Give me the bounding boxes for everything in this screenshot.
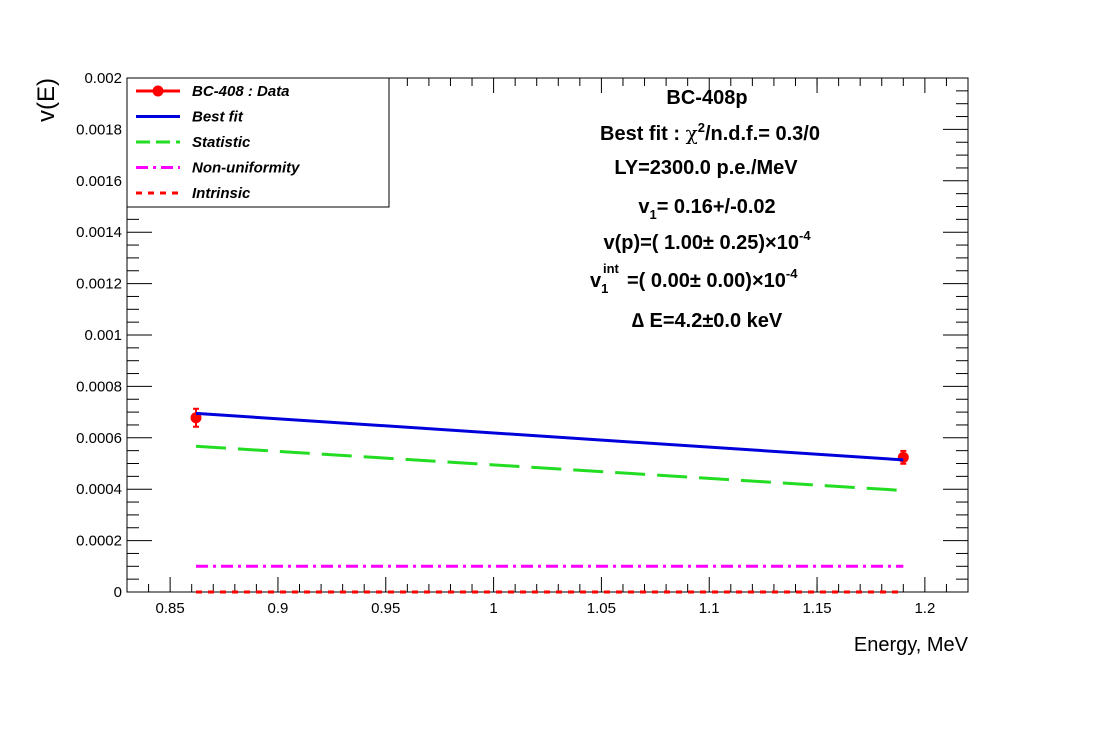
series-line-best-fit (195, 411, 904, 462)
data-point (897, 451, 909, 463)
x-tick-label: 1.2 (914, 600, 935, 617)
annotation-light-yield: LY=2300.0 p.e./MeV (614, 157, 798, 179)
y-tick-label: 0.0012 (76, 276, 122, 293)
legend-label: BC-408 : Data (192, 83, 290, 100)
legend-label: Best fit (192, 109, 244, 126)
legend-box (126, 77, 390, 208)
y-tick-label: 0.0018 (76, 121, 122, 138)
x-tick-label: 1.05 (587, 600, 616, 617)
y-tick-label: 0.0014 (76, 224, 122, 241)
annotation-v1int: v1int=( 0.00± 0.00)×10-4 (590, 261, 798, 296)
y-tick-label: 0.0006 (76, 430, 122, 447)
y-tick-label: 0.001 (84, 327, 122, 344)
x-tick-label: 0.9 (268, 600, 289, 617)
x-tick-label: 1 (489, 600, 497, 617)
x-tick-label: 0.95 (371, 600, 400, 617)
x-tick-label: 1.15 (802, 600, 831, 617)
y-tick-label: 0.0008 (76, 378, 122, 395)
annotation-title: BC-408p (666, 87, 747, 109)
y-tick-label: 0.0004 (76, 481, 122, 498)
legend-swatch-marker (152, 85, 164, 97)
annotation-vp: v(p)=( 1.00± 0.25)×10-4 (603, 228, 811, 254)
y-tick-label: 0.0002 (76, 533, 122, 550)
y-axis-title: v(E) (33, 78, 60, 122)
legend-label: Statistic (192, 134, 251, 151)
x-tick-label: 0.85 (156, 600, 185, 617)
annotation-best-fit: Best fit : χ2/n.d.f.= 0.3/0 (600, 120, 820, 145)
y-tick-label: 0.002 (84, 70, 122, 87)
legend-label: Non-uniformity (192, 160, 300, 177)
x-tick-label: 1.1 (699, 600, 720, 617)
x-axis-title: Energy, MeV (854, 634, 969, 656)
y-tick-label: 0 (114, 584, 122, 601)
annotation-delta-e: ∆ E=4.2±0.0 keV (632, 310, 783, 332)
y-tick-label: 0.0016 (76, 173, 122, 190)
series-line-statistic (195, 444, 904, 492)
legend-label: Intrinsic (192, 185, 251, 202)
annotation-v1: v1= 0.16+/-0.02 (638, 196, 775, 222)
